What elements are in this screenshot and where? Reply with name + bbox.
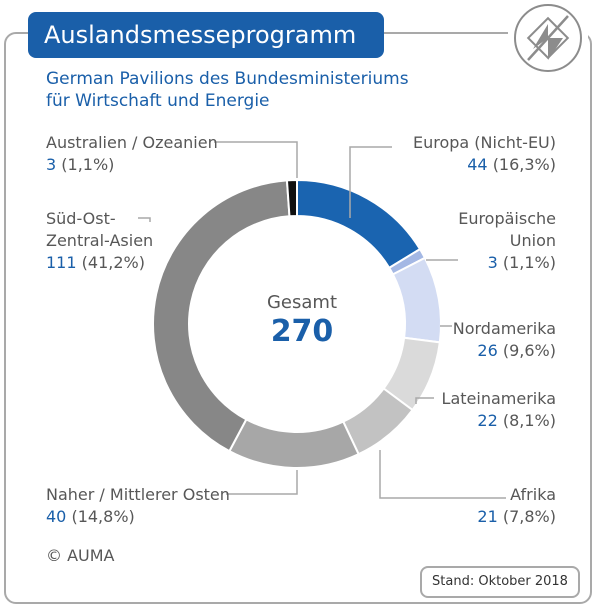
label-lateinamerika: Lateinamerika 22 (8,1%) — [442, 388, 556, 432]
label-asien-name-2: Zentral-Asien — [46, 231, 154, 250]
leader-line-australien — [214, 141, 298, 178]
leader-lines — [138, 141, 506, 499]
label-nordamerika-value: 26 — [477, 341, 498, 360]
label-australien-values: 3 (1,1%) — [46, 154, 218, 176]
label-eu: Europäische Union 3 (1,1%) — [458, 208, 556, 274]
label-australien: Australien / Ozeanien 3 (1,1%) — [46, 132, 218, 176]
label-eu-values: 3 (1,1%) — [458, 252, 556, 274]
label-lateinamerika-values: 22 (8,1%) — [442, 410, 556, 432]
label-eu-name-1: Europäische — [458, 209, 556, 228]
label-australien-percent: (1,1%) — [61, 155, 115, 174]
auma-logo-icon — [514, 4, 582, 72]
donut-slice-7 — [285, 178, 298, 218]
label-europa-percent: (16,3%) — [492, 155, 556, 174]
label-eu-value: 3 — [487, 253, 498, 272]
label-lateinamerika-percent: (8,1%) — [502, 411, 556, 430]
label-eu-percent: (1,1%) — [502, 253, 556, 272]
donut-slice-6 — [152, 179, 291, 453]
subtitle-line-1: German Pavilions des Bundesministeriums — [46, 69, 409, 89]
donut-slice-2 — [391, 256, 442, 344]
label-lateinamerika-name: Lateinamerika — [441, 389, 556, 408]
label-nordamerika: Nordamerika 26 (9,6%) — [453, 318, 556, 362]
center-total-value: 270 — [270, 314, 334, 349]
donut-slice-5 — [228, 418, 360, 469]
label-europa: Europa (Nicht-EU) 44 (16,3%) — [413, 132, 556, 176]
leader-line-afrika — [379, 450, 506, 499]
donut-slices — [152, 178, 442, 469]
label-afrika-name: Afrika — [510, 485, 556, 504]
subtitle-line-2: für Wirtschaft und Energie — [46, 91, 270, 111]
label-asien-name-1: Süd-Ost- — [46, 209, 116, 228]
donut-slice-0 — [296, 178, 422, 270]
label-afrika: Afrika 21 (7,8%) — [477, 484, 556, 528]
label-europa-values: 44 (16,3%) — [413, 154, 556, 176]
label-eu-name-2: Union — [509, 231, 556, 250]
leader-line-nahost — [226, 470, 298, 495]
label-nordamerika-values: 26 (9,6%) — [453, 340, 556, 362]
label-nahost: Naher / Mittlerer Osten 40 (14,8%) — [46, 484, 230, 528]
label-asien-value: 111 — [46, 253, 77, 272]
chart-subtitle: German Pavilions des Bundesministeriums … — [46, 68, 409, 112]
leader-line-asien — [138, 217, 151, 222]
leader-line-lateinamerika — [415, 397, 434, 404]
label-nahost-value: 40 — [46, 507, 67, 526]
label-nordamerika-name: Nordamerika — [452, 319, 556, 338]
label-asien-percent: (41,2%) — [81, 253, 145, 272]
label-asien: Süd-Ost- Zentral-Asien 111 (41,2%) — [46, 208, 153, 274]
label-nahost-percent: (14,8%) — [71, 507, 135, 526]
auma-logo — [508, 2, 588, 74]
label-europa-value: 44 — [467, 155, 488, 174]
label-nahost-values: 40 (14,8%) — [46, 506, 230, 528]
label-lateinamerika-value: 22 — [477, 411, 498, 430]
label-asien-values: 111 (41,2%) — [46, 252, 153, 274]
chart-title: Auslandsmesseprogramm 2019 — [28, 12, 384, 95]
label-afrika-values: 21 (7,8%) — [477, 506, 556, 528]
label-nordamerika-percent: (9,6%) — [502, 341, 556, 360]
label-nahost-name: Naher / Mittlerer Osten — [46, 485, 230, 504]
center-label: Gesamt — [266, 292, 338, 313]
copyright: © AUMA — [46, 546, 115, 565]
label-australien-name: Australien / Ozeanien — [46, 133, 218, 152]
label-afrika-percent: (7,8%) — [502, 507, 556, 526]
label-europa-name: Europa (Nicht-EU) — [412, 133, 556, 152]
leader-line-europa — [349, 146, 392, 218]
stand-date: Stand: Oktober 2018 — [420, 566, 580, 598]
label-australien-value: 3 — [46, 155, 57, 174]
label-afrika-value: 21 — [477, 507, 498, 526]
